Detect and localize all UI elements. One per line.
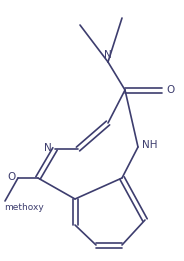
Text: O: O xyxy=(166,85,174,95)
Text: N: N xyxy=(44,143,52,153)
Text: O: O xyxy=(8,172,16,182)
Text: methoxy: methoxy xyxy=(4,203,44,212)
Text: N: N xyxy=(104,50,112,60)
Text: NH: NH xyxy=(142,140,158,150)
